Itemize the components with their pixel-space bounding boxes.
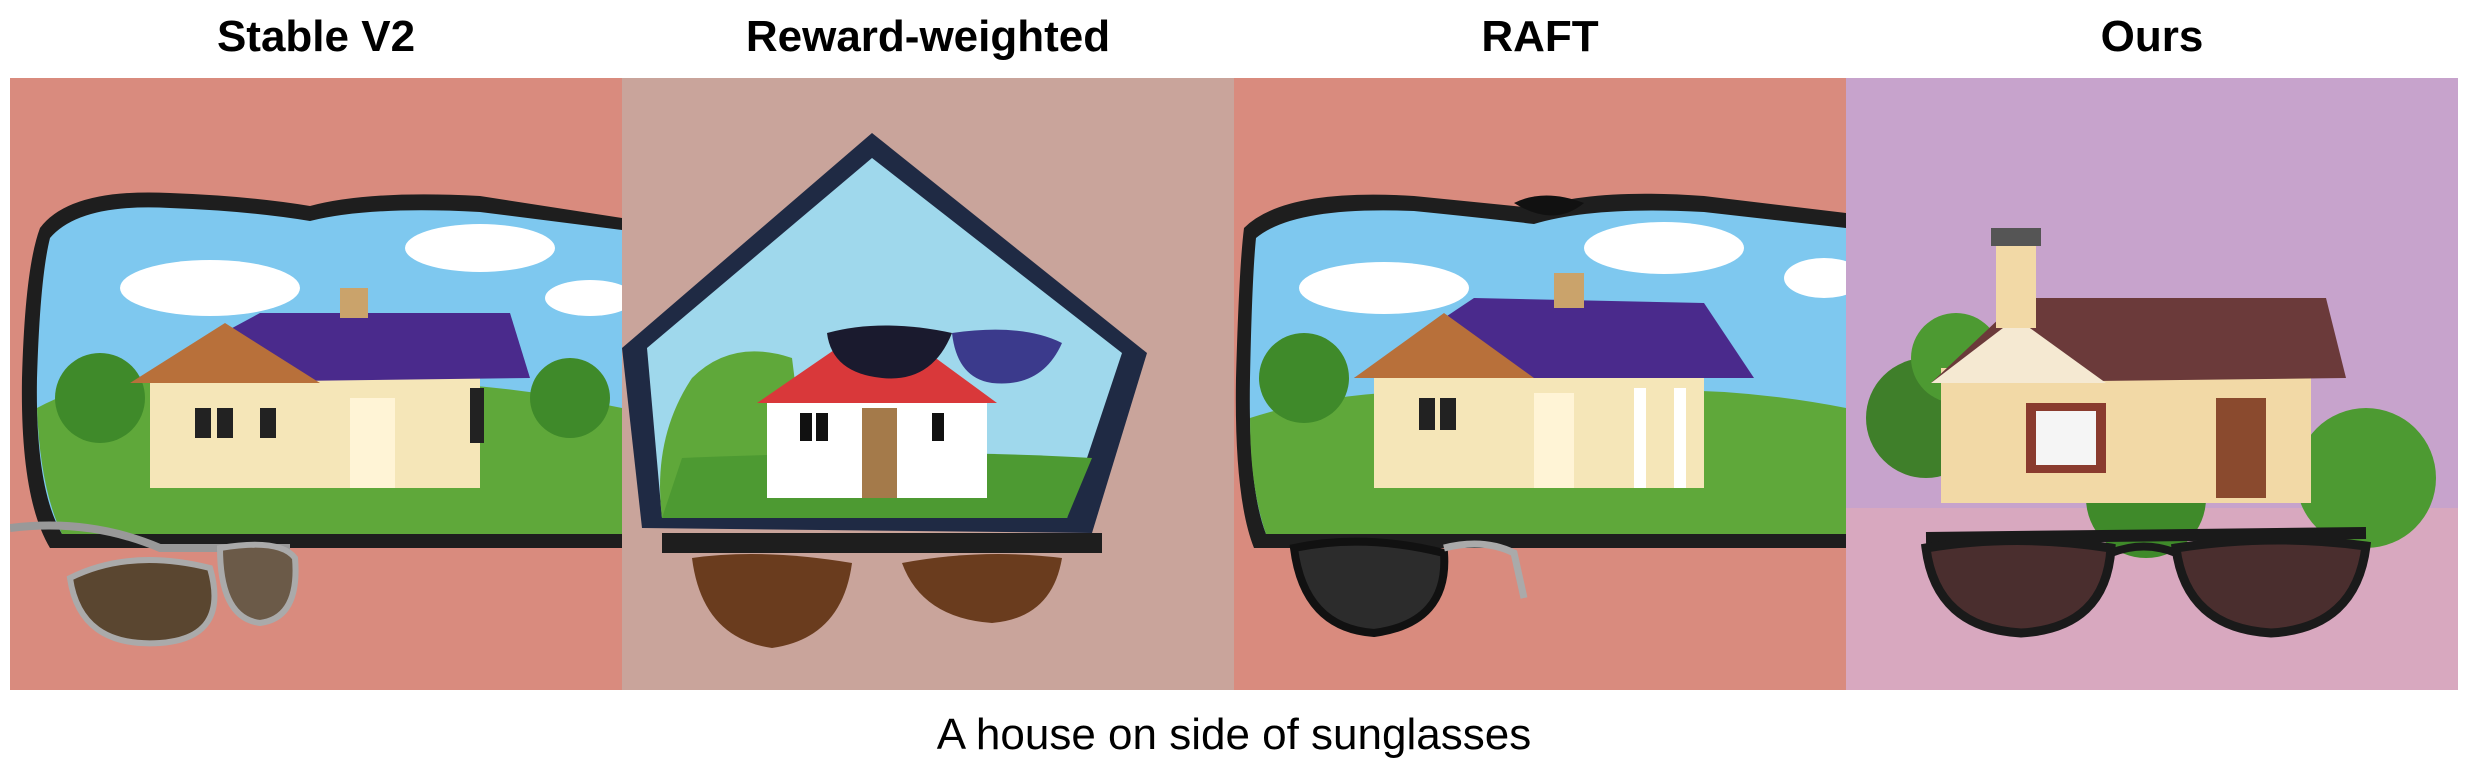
image-reward-weighted [622, 78, 1234, 690]
image-raft [1234, 78, 1846, 690]
column-title-ours: Ours [2100, 12, 2204, 61]
figure-caption: A house on side of sunglasses [936, 710, 1532, 759]
column-title-raft: RAFT [1481, 12, 1599, 61]
image-stable-v2 [10, 78, 622, 690]
image-grid [10, 78, 2458, 690]
column-title-reward-weighted: Reward-weighted [745, 12, 1111, 61]
column-headers: Stable V2 Reward-weighted RAFT Ours [0, 0, 2468, 78]
image-ours [1846, 78, 2458, 690]
column-title-stable-v2: Stable V2 [216, 12, 416, 61]
